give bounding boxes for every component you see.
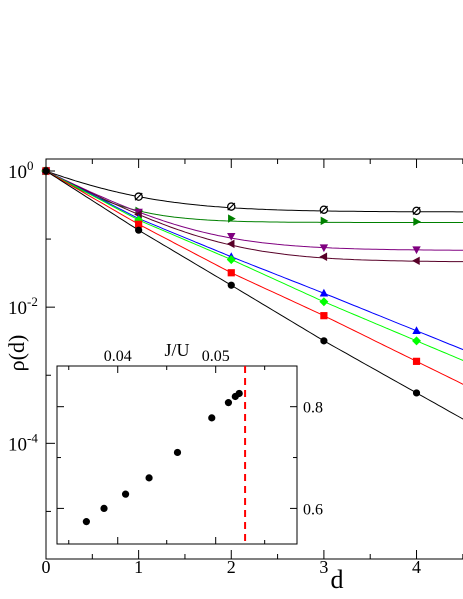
data-point bbox=[412, 336, 422, 346]
x-axis-label: d bbox=[331, 565, 344, 594]
main-plot-frame bbox=[45, 158, 463, 560]
inset-data-point bbox=[224, 399, 233, 407]
data-point-slash bbox=[412, 206, 421, 215]
data-point bbox=[412, 256, 420, 265]
data-point bbox=[412, 326, 421, 334]
data-point bbox=[226, 239, 235, 249]
inset-plot: 0.04 0.05 0.6 0.8 bbox=[57, 348, 323, 544]
inset-data-point bbox=[82, 518, 90, 526]
inset-data-point bbox=[235, 389, 243, 398]
x-tick-label: 2 bbox=[227, 557, 236, 577]
series-curve bbox=[45, 170, 463, 213]
data-point bbox=[412, 357, 421, 365]
x-tick-label: 0 bbox=[42, 557, 51, 577]
series-line bbox=[42, 166, 463, 226]
series-curve bbox=[45, 170, 463, 223]
x-tick-label: 3 bbox=[319, 557, 328, 577]
inset-y-tick-label: 0.8 bbox=[303, 400, 323, 417]
data-point-slash bbox=[134, 192, 143, 201]
data-point bbox=[227, 269, 235, 277]
data-point bbox=[319, 252, 328, 261]
inset-y-tick-label: 0.6 bbox=[303, 501, 323, 518]
inset-x-tick-label: 0.04 bbox=[104, 348, 132, 365]
data-point bbox=[413, 217, 422, 226]
y-tick-label: 10-4 bbox=[8, 430, 38, 455]
series-line bbox=[41, 166, 463, 351]
y-tick-label: 100 bbox=[8, 158, 34, 183]
data-point bbox=[319, 288, 329, 297]
y-tick-label: 10-2 bbox=[8, 294, 38, 319]
data-point bbox=[228, 214, 236, 223]
data-point bbox=[412, 389, 421, 397]
inset-data-point bbox=[100, 504, 108, 512]
series-line bbox=[41, 166, 463, 362]
data-point bbox=[320, 216, 329, 226]
series-line bbox=[41, 167, 463, 255]
series-line bbox=[41, 166, 463, 265]
inset-data-point bbox=[208, 414, 216, 422]
data-point bbox=[226, 255, 236, 265]
data-point bbox=[319, 244, 329, 253]
x-tick-label: 4 bbox=[412, 557, 421, 577]
data-point bbox=[320, 312, 328, 320]
series-curve bbox=[45, 170, 463, 351]
inset-x-tick-label: 0.05 bbox=[202, 348, 230, 365]
data-point bbox=[135, 220, 143, 228]
y-axis-label: ρ(d) bbox=[4, 335, 29, 372]
inset-data-point bbox=[145, 474, 153, 482]
series-line bbox=[41, 166, 463, 216]
series-curve bbox=[45, 170, 463, 263]
data-point bbox=[319, 297, 329, 307]
inset-data-point bbox=[173, 448, 182, 457]
data-point bbox=[227, 233, 236, 241]
inset-x-axis-label: J/U bbox=[164, 340, 189, 360]
series-curve bbox=[45, 170, 463, 362]
x-tick-label: 1 bbox=[134, 557, 143, 577]
data-point bbox=[412, 246, 421, 255]
series-curve bbox=[45, 170, 463, 420]
main-plot-series bbox=[41, 166, 463, 420]
main-plot-axes: 0 1 2 3 4 100 10-2 10-4 bbox=[8, 158, 463, 577]
data-point bbox=[320, 337, 328, 345]
data-point bbox=[227, 281, 235, 289]
data-point-slash bbox=[319, 205, 328, 214]
series-curve bbox=[45, 170, 463, 251]
data-point bbox=[135, 226, 143, 234]
series-line bbox=[42, 167, 463, 420]
data-point-slash bbox=[227, 202, 236, 211]
inset-data-point bbox=[121, 490, 130, 498]
series-curve bbox=[45, 170, 463, 385]
